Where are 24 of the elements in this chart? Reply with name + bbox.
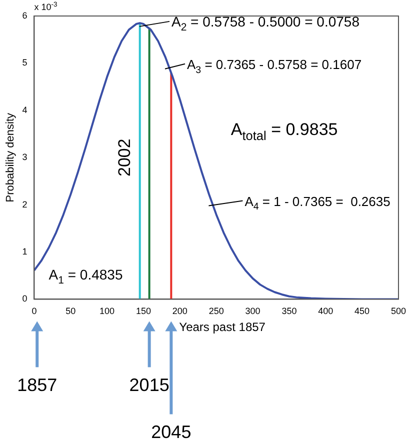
- x-tick-label: 450: [354, 306, 370, 316]
- y-tick-label: 1: [22, 246, 28, 256]
- y-tick-label: 0: [22, 294, 28, 304]
- x-tick-label: 50: [66, 306, 76, 316]
- x-tick-label: 500: [390, 306, 406, 316]
- x-tick-label: 200: [172, 306, 188, 316]
- x-tick-label: 250: [208, 306, 224, 316]
- y-axis-title: Probability density: [4, 112, 17, 202]
- x-tick-label: 300: [245, 306, 260, 316]
- text: 1857: [17, 375, 58, 396]
- x-axis-title: Years past 1857: [179, 320, 266, 334]
- x-tick-label: 0: [32, 306, 37, 316]
- y-tick-label: 6: [22, 10, 28, 20]
- annotation: 2002: [114, 138, 134, 177]
- x-tick-label: 350: [282, 306, 297, 316]
- y-tick-label: 3: [22, 152, 28, 162]
- x-tick-label: 150: [136, 306, 152, 316]
- x-tick-label: 400: [318, 306, 334, 316]
- y-tick-label: 2: [22, 199, 28, 210]
- text: 2015: [129, 375, 170, 396]
- text: 2045: [151, 422, 192, 442]
- y-tick-label: 5: [22, 58, 28, 68]
- x-tick-label: 100: [100, 306, 115, 316]
- y-tick-label: 4: [22, 104, 28, 115]
